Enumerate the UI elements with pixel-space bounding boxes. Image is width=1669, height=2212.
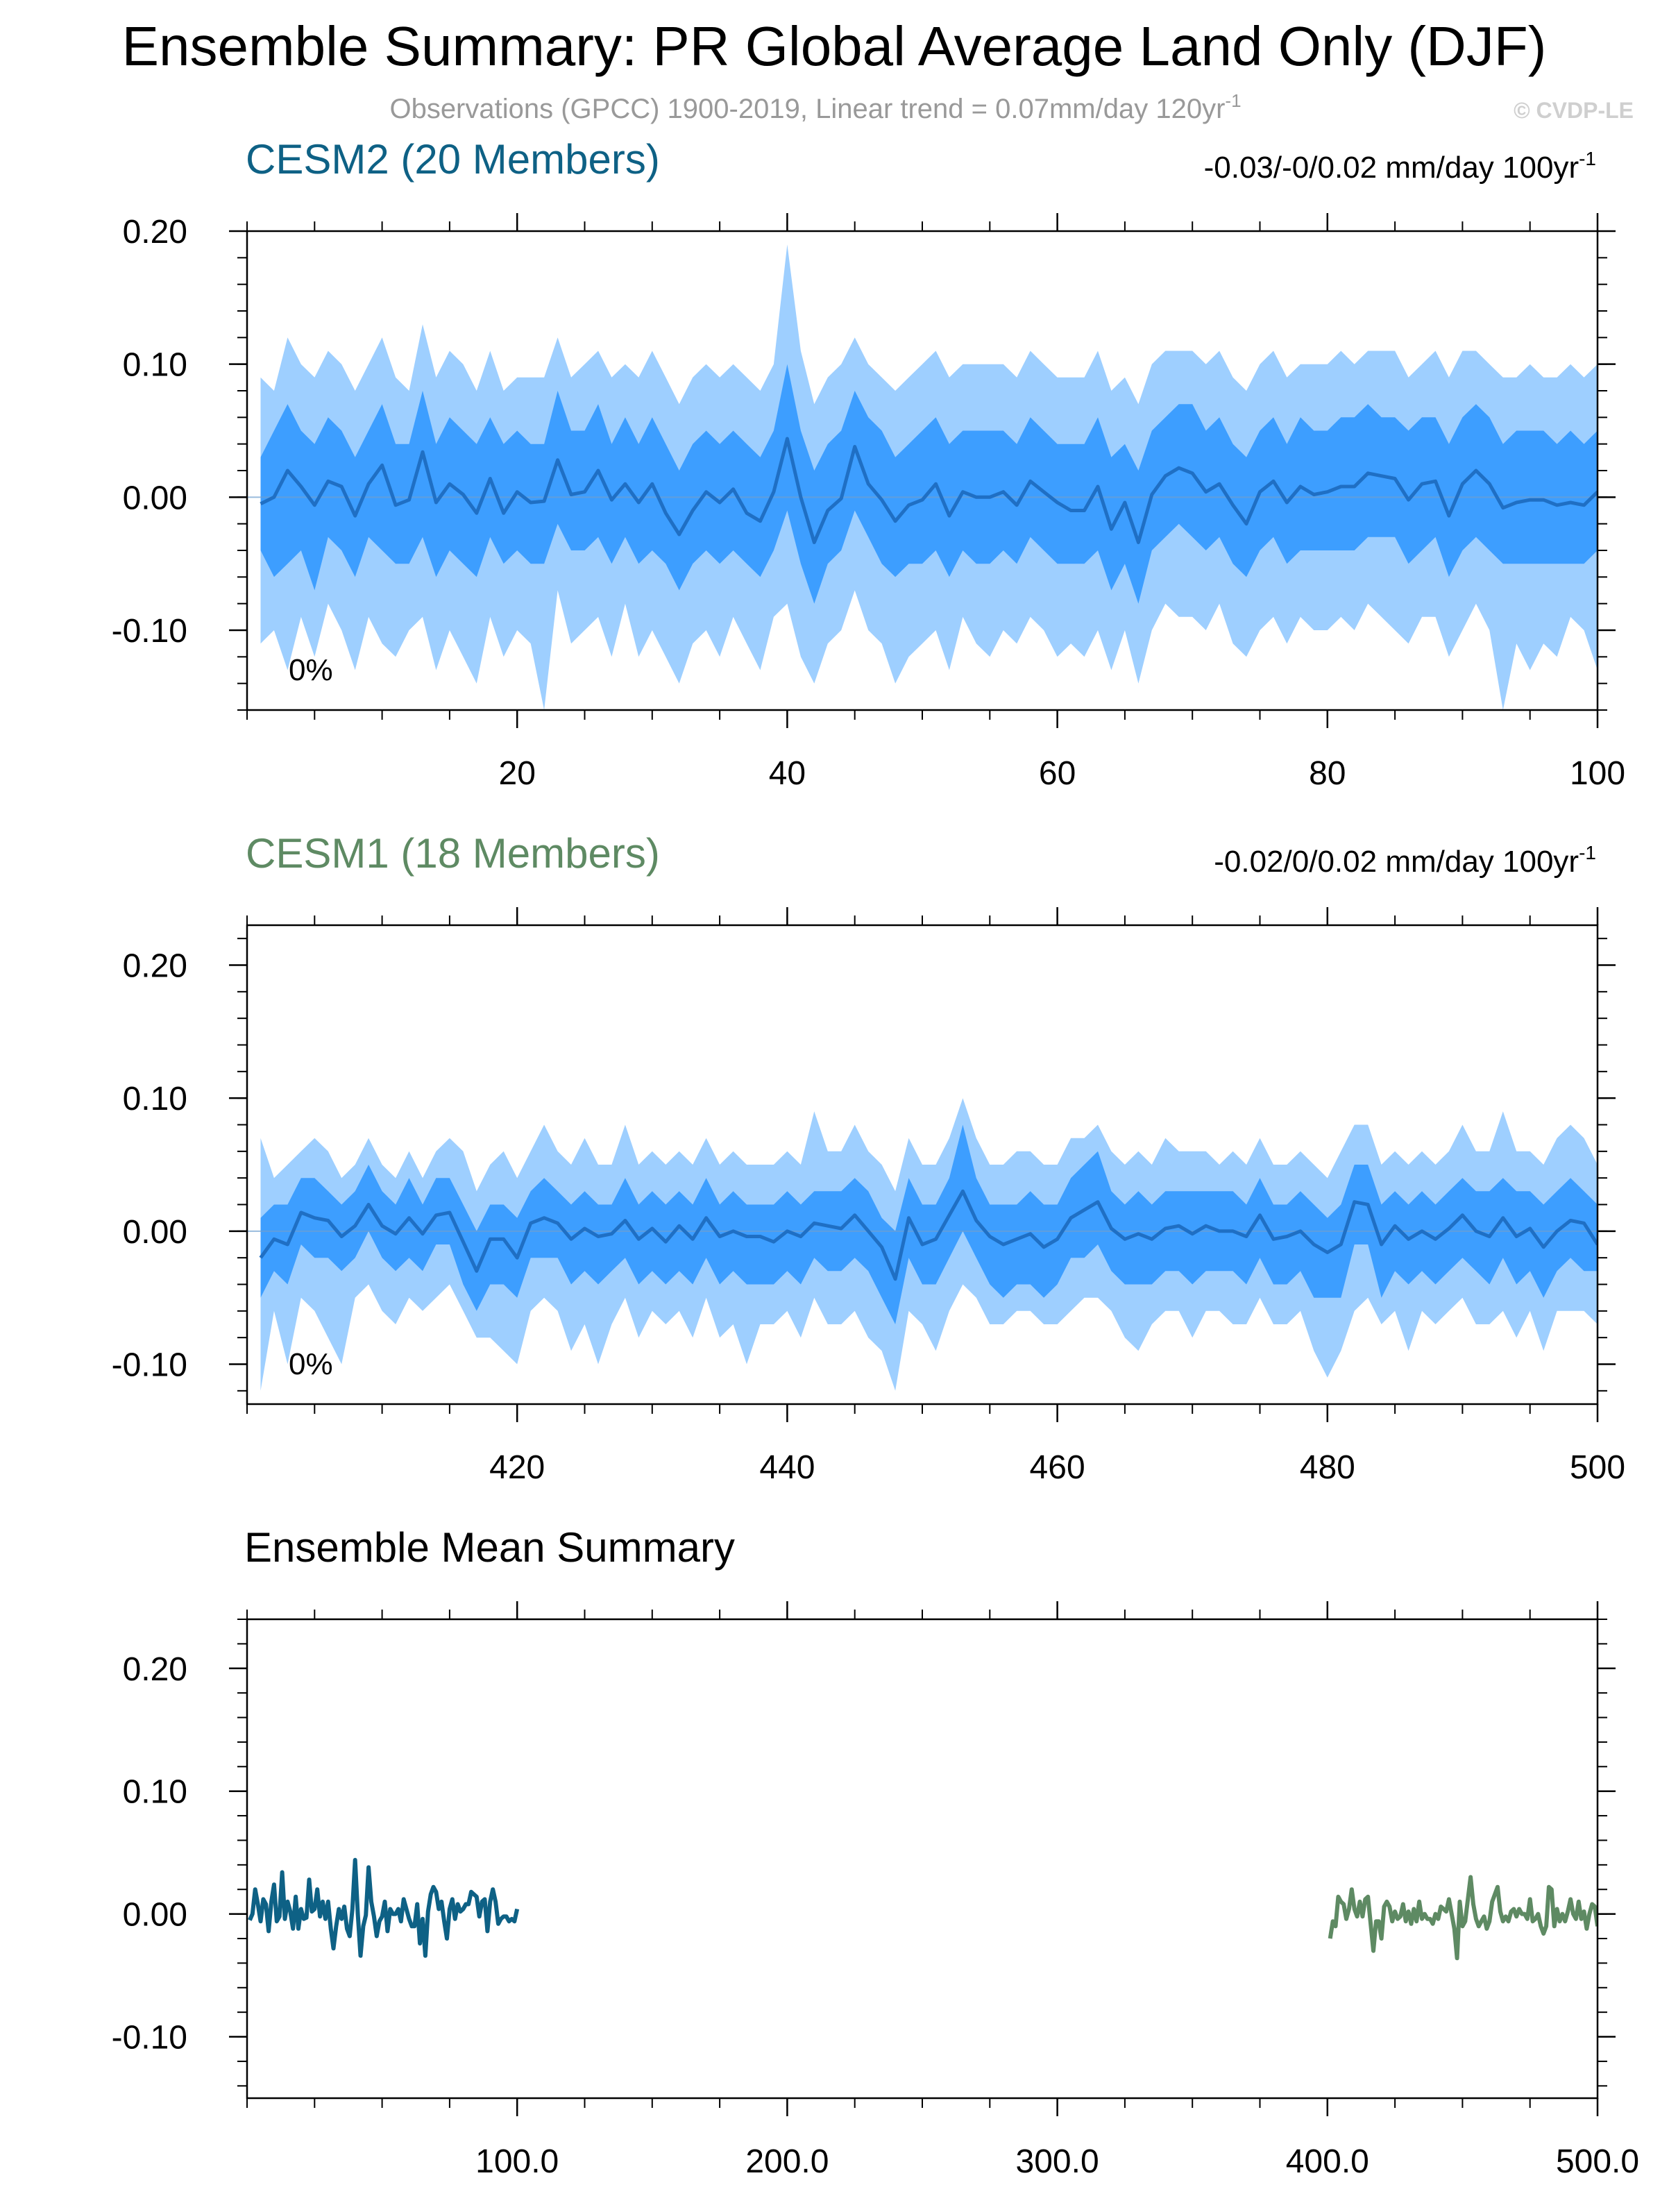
x-tick-label: 100 bbox=[1570, 755, 1625, 792]
x-tick-label: 420 bbox=[489, 1449, 545, 1486]
y-tick-label: 0.20 bbox=[123, 1651, 187, 1688]
y-tick-label: 0.00 bbox=[123, 1897, 187, 1934]
y-tick-label: 0.00 bbox=[123, 1214, 187, 1251]
trend-sup-cesm2: -1 bbox=[1579, 148, 1596, 169]
figure-subtitle: Observations (GPCC) 1900-2019, Linear tr… bbox=[389, 90, 1241, 124]
x-tick-label: 460 bbox=[1030, 1449, 1085, 1486]
x-tick-label: 40 bbox=[769, 755, 806, 792]
y-tick-label: 0.00 bbox=[123, 480, 187, 516]
band-10-90-cesm1 bbox=[260, 1124, 1598, 1324]
y-tick-label: -0.10 bbox=[112, 1347, 187, 1384]
y-tick-label: -0.10 bbox=[112, 613, 187, 650]
data-layer-cesm2 bbox=[247, 244, 1598, 710]
x-tick-label: 200.0 bbox=[745, 2143, 829, 2180]
mean-line-cesm2 bbox=[248, 1857, 520, 1958]
y-tick-label: 0.10 bbox=[123, 347, 187, 384]
x-tick-label: 480 bbox=[1300, 1449, 1355, 1486]
plot-area-cesm2: 20 40 60 80 100 -0.10 0.00 0.10 0.20 bbox=[112, 213, 1625, 792]
data-layer-cesm1 bbox=[247, 1098, 1598, 1391]
x-tick-label: 300.0 bbox=[1016, 2143, 1099, 2180]
figure-subtitle-sup: -1 bbox=[1225, 90, 1241, 111]
y-tick-label: 0.20 bbox=[123, 214, 187, 251]
panel-title-cesm2: CESM2 (20 Members) bbox=[246, 136, 660, 183]
trend-text-cesm1: -0.02/0/0.02 mm/day 100yr bbox=[1214, 845, 1579, 879]
y-tick-label: 0.10 bbox=[123, 1081, 187, 1117]
credit-label: © CVDP-LE bbox=[1514, 98, 1634, 123]
x-tick-label: 500 bbox=[1570, 1449, 1625, 1486]
plot-frame-ensemble-mean bbox=[246, 1618, 1599, 2100]
x-tick-label: 400.0 bbox=[1286, 2143, 1369, 2180]
x-tick-label: 440 bbox=[759, 1449, 815, 1486]
figure-subtitle-main: Observations (GPCC) 1900-2019, Linear tr… bbox=[389, 94, 1225, 124]
plot-area-cesm1: 420 440 460 480 500 -0.10 0.00 0.10 0.20 bbox=[112, 907, 1625, 1486]
x-tick-label: 500.0 bbox=[1556, 2143, 1639, 2180]
panel-cesm1: CESM1 (18 Members) -0.02/0/0.02 mm/day 1… bbox=[112, 830, 1625, 1486]
x-tick-label: 20 bbox=[499, 755, 536, 792]
y-tick-label: 0.10 bbox=[123, 1774, 187, 1811]
panel-cesm2: CESM2 (20 Members) -0.03/-0/0.02 mm/day … bbox=[112, 136, 1625, 792]
y-tick-label: -0.10 bbox=[112, 2020, 187, 2057]
ensemble-mean-line-cesm1 bbox=[259, 1189, 1598, 1281]
percent-label-cesm1: 0% bbox=[289, 1347, 333, 1381]
percent-label-cesm2: 0% bbox=[289, 653, 333, 687]
trend-text-cesm2: -0.03/-0/0.02 mm/day 100yr bbox=[1204, 151, 1579, 185]
x-tick-label: 80 bbox=[1309, 755, 1346, 792]
mean-line-cesm1 bbox=[1328, 1875, 1598, 1961]
panel-title-ensemble-mean: Ensemble Mean Summary bbox=[244, 1524, 735, 1571]
y-tick-label: 0.20 bbox=[123, 948, 187, 985]
trend-label-cesm1: -0.02/0/0.02 mm/day 100yr-1 bbox=[1214, 842, 1596, 879]
panel-title-cesm1: CESM1 (18 Members) bbox=[246, 830, 660, 877]
panel-ensemble-mean: Ensemble Mean Summary 100.0 200.0 300.0 400… bbox=[112, 1524, 1639, 2180]
x-tick-label: 100.0 bbox=[475, 2143, 559, 2180]
trend-sup-cesm1: -1 bbox=[1579, 842, 1596, 863]
data-layer-ensemble-mean bbox=[248, 1857, 1598, 1961]
ensemble-mean-line-cesm2 bbox=[260, 437, 1598, 544]
trend-label-cesm2: -0.03/-0/0.02 mm/day 100yr-1 bbox=[1204, 148, 1596, 185]
band-10-90-cesm2 bbox=[260, 364, 1598, 604]
plot-area-ensemble-mean: 100.0 200.0 300.0 400.0 500.0 -0.10 0.00 0.10 0.… bbox=[112, 1601, 1639, 2180]
x-tick-label: 60 bbox=[1039, 755, 1076, 792]
figure-title: Ensemble Summary: PR Global Average Land… bbox=[122, 15, 1547, 77]
